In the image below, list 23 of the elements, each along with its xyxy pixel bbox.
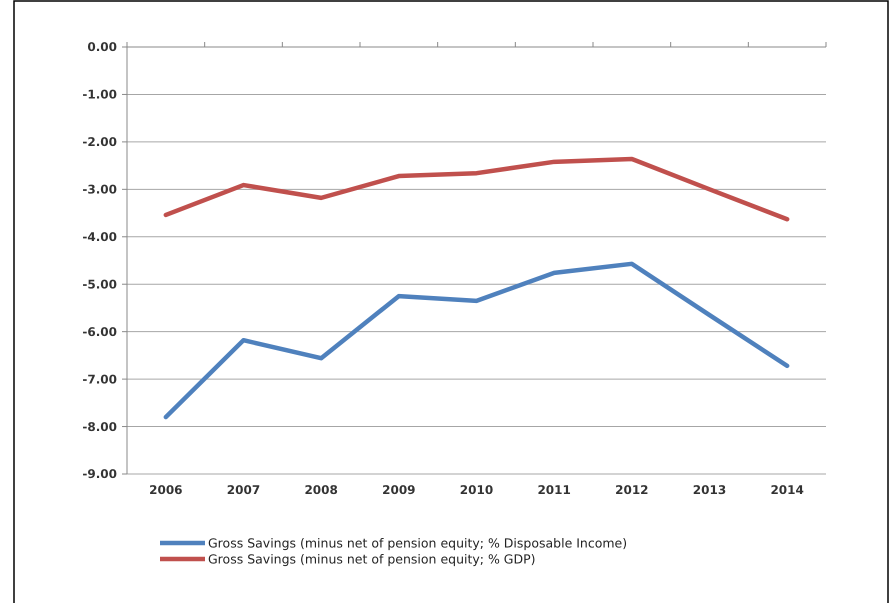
y-tick-label: -1.00 [82,88,117,102]
x-tick-label: 2013 [692,483,726,497]
line-series [164,262,790,420]
y-tick-label: -8.00 [82,420,117,434]
x-tick-label: 2006 [149,483,183,497]
y-tick-label: -4.00 [82,230,117,244]
y-tick-label: 0.00 [87,40,117,54]
x-tick-label: 2012 [615,483,649,497]
legend-label: Gross Savings (minus net of pension equity; % GDP) [208,551,536,566]
x-tick-label: 2009 [382,483,416,497]
y-tick-label: -2.00 [82,135,117,150]
x-tick-label: 2010 [460,483,494,497]
x-tick-label: 2011 [537,483,571,497]
x-tick-label: 2014 [770,483,804,497]
y-tick-label: -3.00 [82,182,117,197]
x-tick-label: 2007 [226,483,260,497]
y-tick-label: -6.00 [82,324,117,339]
line-series [164,156,790,222]
y-tick-label: -9.00 [82,467,117,482]
x-tick-label: 2008 [304,483,338,497]
y-tick-label: -5.00 [82,277,117,292]
y-tick-label: -7.00 [82,372,117,386]
legend-label: Gross Savings (minus net of pension equity; % Disposable Income) [208,535,628,550]
